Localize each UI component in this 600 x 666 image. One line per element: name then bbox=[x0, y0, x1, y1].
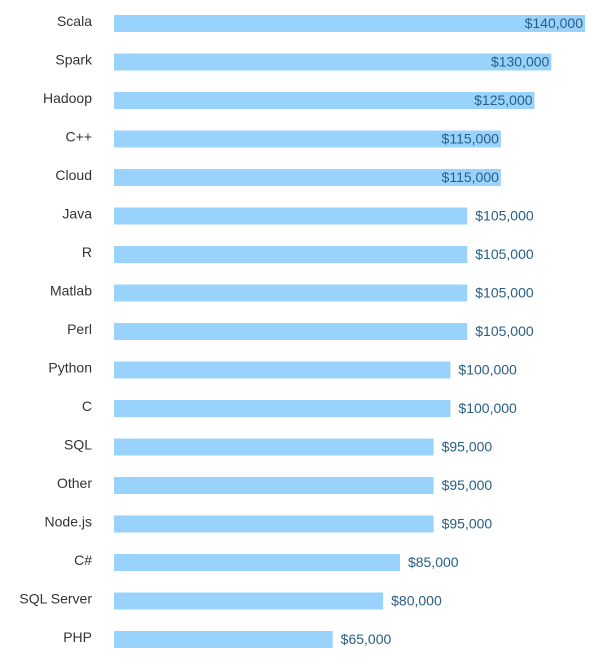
bar bbox=[114, 207, 468, 225]
value-label: $105,000 bbox=[475, 323, 534, 339]
bar bbox=[114, 361, 451, 379]
value-label: $105,000 bbox=[475, 285, 534, 301]
category-label: SQL bbox=[64, 437, 92, 453]
category-label: Matlab bbox=[50, 283, 92, 299]
value-label: $65,000 bbox=[341, 631, 392, 647]
bar bbox=[114, 477, 434, 494]
bar bbox=[114, 631, 333, 648]
value-label: $140,000 bbox=[525, 15, 584, 31]
bar bbox=[114, 515, 434, 533]
category-label: Cloud bbox=[55, 167, 92, 183]
value-label: $85,000 bbox=[408, 554, 459, 570]
value-label: $80,000 bbox=[391, 593, 442, 609]
category-label: Scala bbox=[57, 13, 92, 29]
bar bbox=[114, 284, 468, 302]
value-label: $95,000 bbox=[442, 516, 493, 532]
value-label: $130,000 bbox=[491, 54, 550, 70]
category-label: Python bbox=[48, 360, 92, 376]
category-label: R bbox=[82, 244, 92, 260]
category-label: SQL Server bbox=[19, 591, 92, 607]
value-label: $100,000 bbox=[458, 400, 517, 416]
bar bbox=[114, 130, 501, 148]
category-label: Node.js bbox=[45, 514, 92, 530]
category-label: C bbox=[82, 398, 92, 414]
bar bbox=[114, 15, 585, 32]
bar bbox=[114, 554, 400, 571]
category-label: Other bbox=[57, 475, 92, 491]
category-label: C# bbox=[74, 552, 92, 568]
value-label: $125,000 bbox=[474, 92, 533, 108]
category-label: Spark bbox=[55, 52, 93, 68]
value-label: $115,000 bbox=[442, 131, 500, 147]
category-label: C++ bbox=[66, 129, 92, 145]
bar bbox=[114, 53, 552, 71]
value-label: $105,000 bbox=[475, 208, 534, 224]
bar bbox=[114, 400, 451, 417]
bar bbox=[114, 169, 501, 186]
bar bbox=[114, 246, 468, 263]
category-label: Perl bbox=[67, 321, 92, 337]
value-label: $115,000 bbox=[442, 169, 500, 185]
category-label: Java bbox=[62, 206, 92, 222]
value-label: $95,000 bbox=[442, 477, 493, 493]
value-label: $100,000 bbox=[458, 362, 517, 378]
category-label: Hadoop bbox=[43, 90, 92, 106]
bar bbox=[114, 92, 535, 109]
bar bbox=[114, 323, 468, 340]
bar bbox=[114, 438, 434, 456]
value-label: $95,000 bbox=[442, 439, 493, 455]
value-label: $105,000 bbox=[475, 246, 534, 262]
category-label: PHP bbox=[63, 629, 92, 645]
bar bbox=[114, 592, 384, 610]
